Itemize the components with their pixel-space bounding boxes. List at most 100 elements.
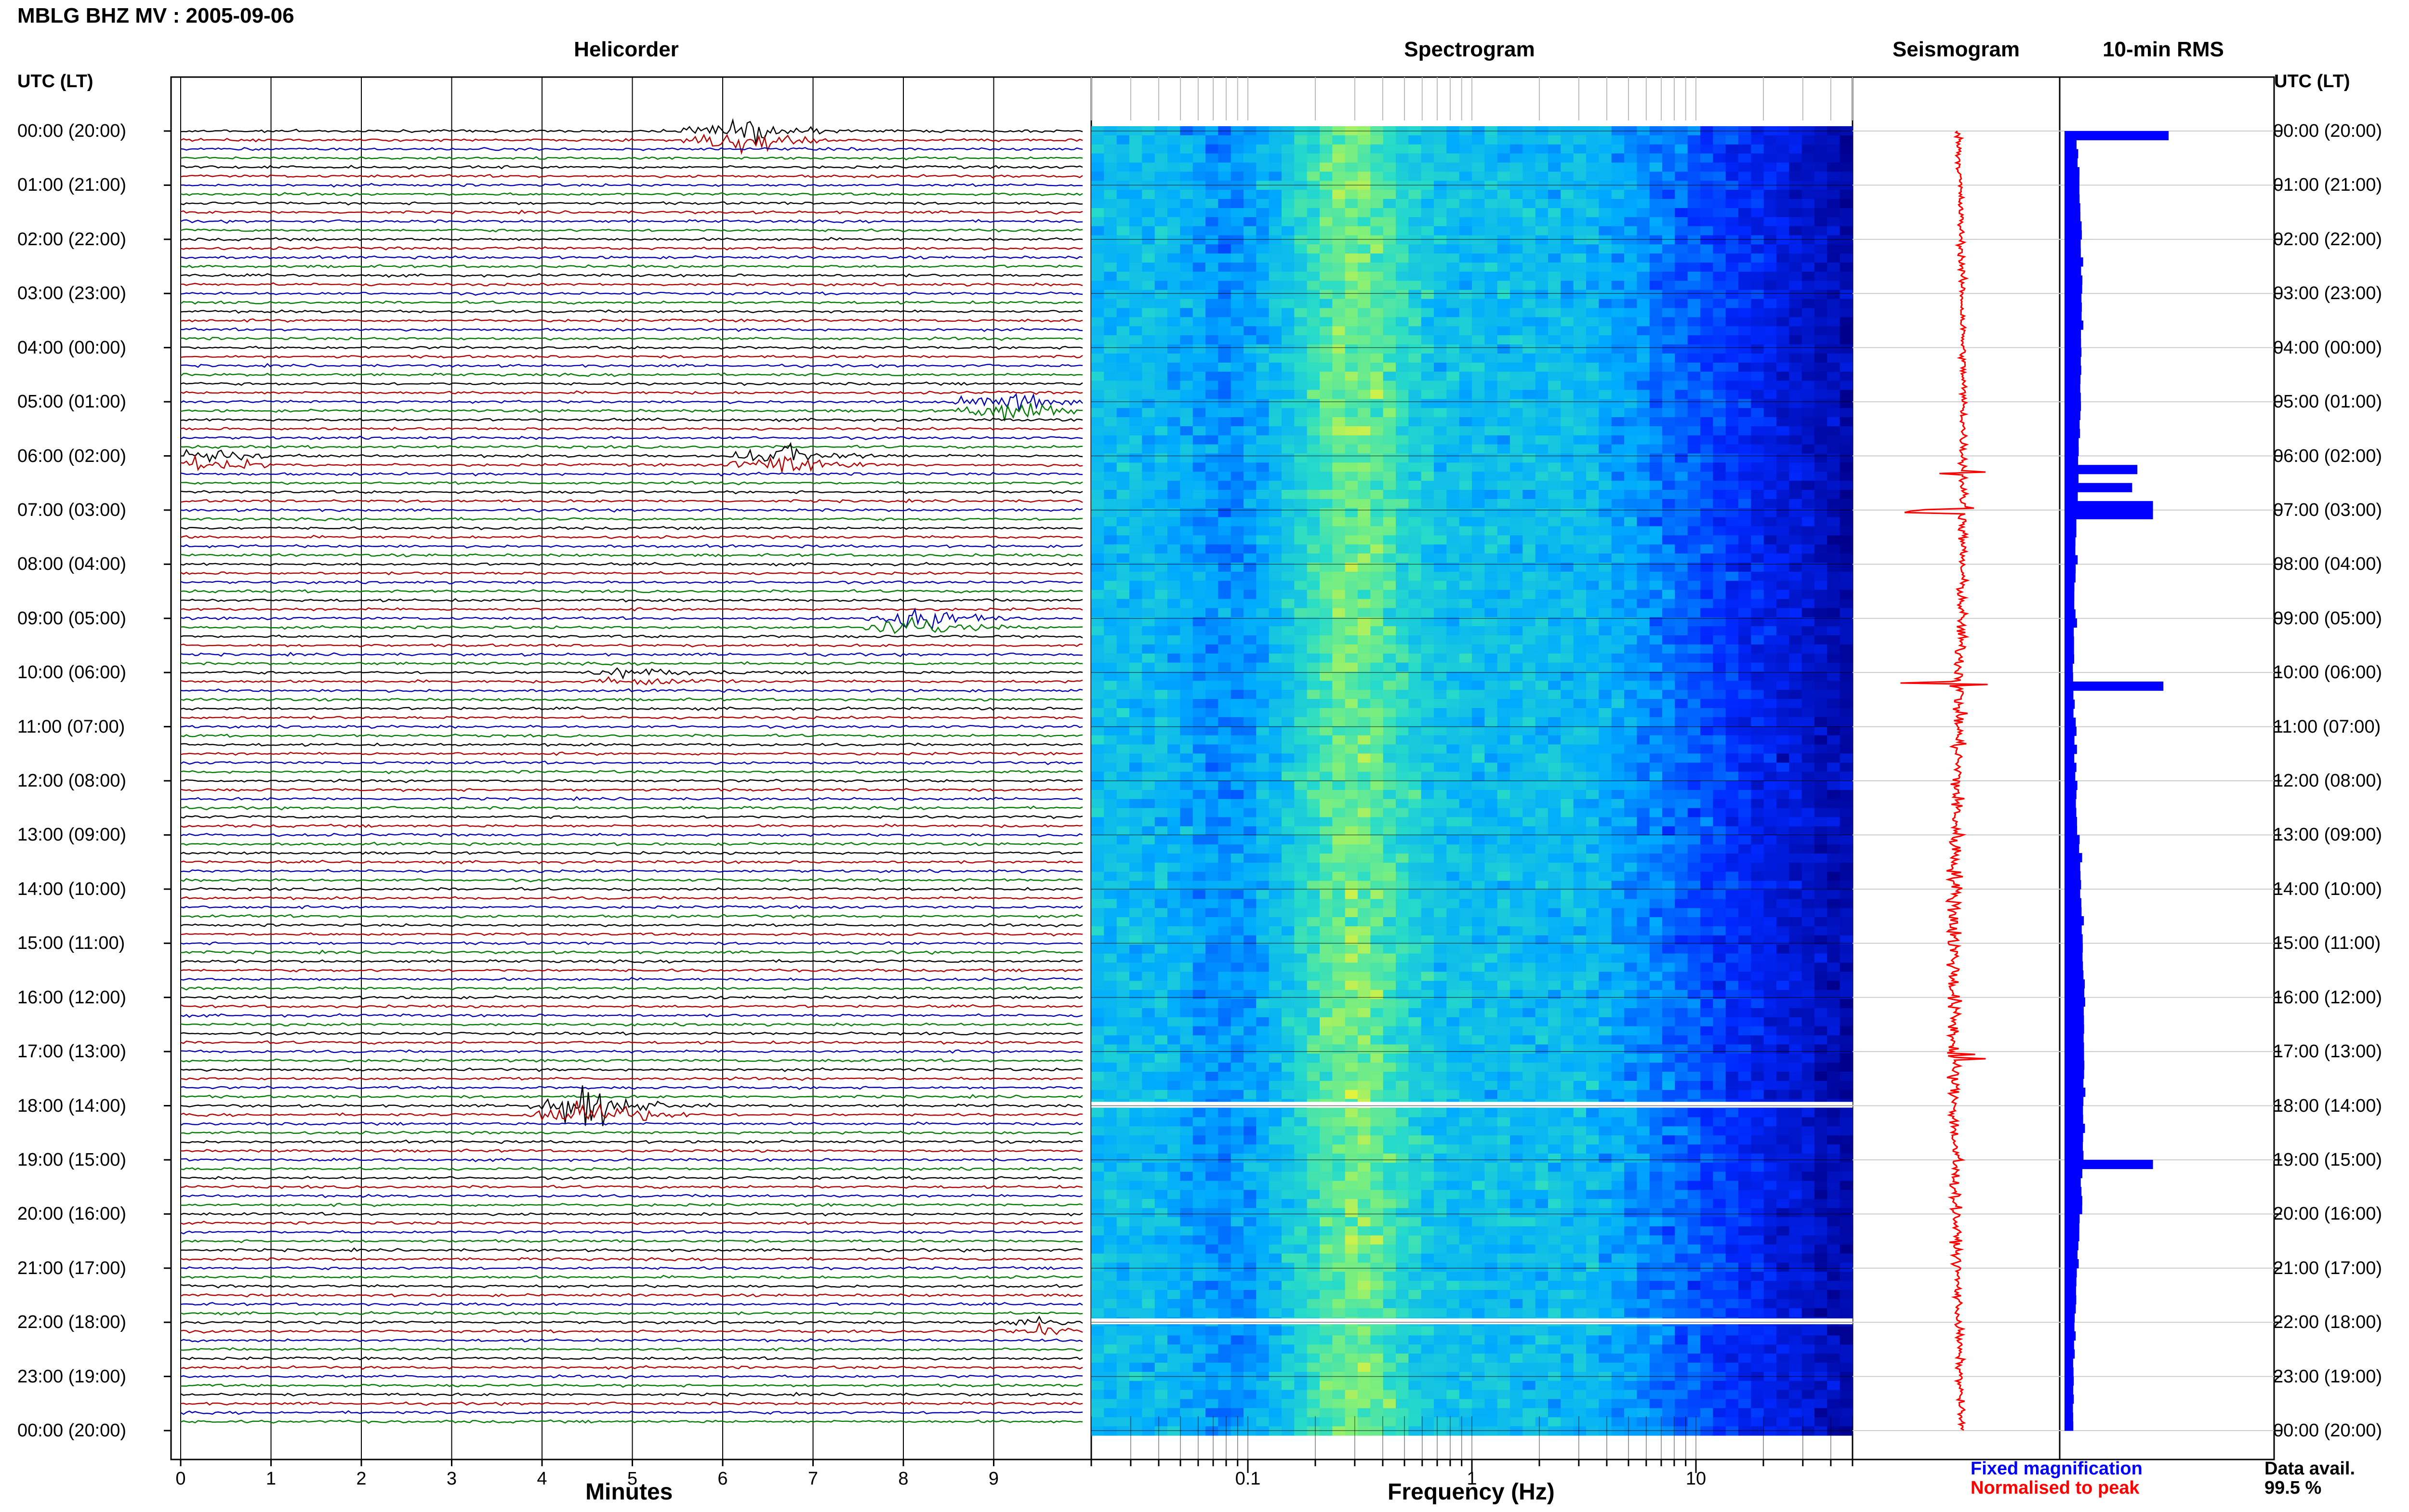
helicorder-trace	[180, 1247, 1083, 1253]
spectrogram-cell	[1535, 235, 1549, 245]
spectrogram-cell	[1408, 326, 1422, 336]
spectrogram-cell	[1675, 263, 1688, 272]
spectrogram-cell	[1370, 553, 1384, 563]
spectrogram-cell	[1763, 153, 1777, 163]
spectrogram-cell	[1573, 535, 1587, 545]
spectrogram-cell	[1801, 490, 1815, 500]
spectrogram-cell	[1154, 217, 1168, 227]
spectrogram-cell	[1383, 244, 1396, 254]
spectrogram-cell	[1396, 199, 1409, 209]
spectrogram-cell	[1421, 517, 1434, 527]
spectrogram-cell	[1561, 699, 1574, 709]
spectrogram-cell	[1713, 135, 1726, 145]
spectrogram-cell	[1091, 426, 1104, 436]
spectrogram-cell	[1548, 781, 1561, 790]
spectrogram-cell	[1231, 635, 1244, 645]
spectrogram-cell	[1421, 253, 1434, 263]
spectrogram-cell	[1192, 699, 1206, 709]
spectrogram-cell	[1167, 699, 1180, 709]
spectrogram-cell	[1104, 244, 1117, 254]
spectrogram-cell	[1522, 753, 1536, 763]
spectrogram-cell	[1675, 726, 1688, 736]
spectrogram-cell	[1116, 653, 1130, 663]
spectrogram-cell	[1611, 153, 1625, 163]
spectrogram-cell	[1700, 526, 1713, 536]
spectrogram-cell	[1535, 699, 1549, 709]
spectrogram-cell	[1282, 462, 1295, 472]
spectrogram-cell	[1282, 599, 1295, 608]
helicorder-trace	[180, 1049, 1083, 1054]
spectrogram-cell	[1763, 617, 1777, 627]
spectrogram-cell	[1294, 144, 1308, 154]
spectrogram-cell	[1700, 171, 1713, 181]
spectrogram-cell	[1713, 744, 1726, 754]
spectrogram-cell	[1167, 235, 1180, 245]
spectrogram-cell	[1434, 399, 1447, 408]
spectrogram-cell	[1535, 244, 1549, 254]
spectrogram-cell	[1383, 526, 1396, 536]
spectrogram-cell	[1700, 563, 1713, 572]
spectrogram-cell	[1611, 462, 1625, 472]
spectrogram-cell	[1535, 580, 1549, 591]
spectrogram-cell	[1192, 580, 1206, 591]
spectrogram-cell	[1218, 199, 1231, 209]
spectrogram-cell	[1129, 735, 1142, 745]
spectrogram-cell	[1244, 690, 1257, 699]
spectrogram-cell	[1814, 462, 1827, 472]
spectrogram-cell	[1434, 835, 1447, 845]
spectrogram-cell	[1345, 590, 1358, 600]
spectrogram-cell	[1154, 135, 1168, 145]
spectrogram-cell	[1345, 690, 1358, 699]
helicorder-trace	[180, 1365, 1083, 1370]
spectrogram-cell	[1484, 135, 1498, 145]
spectrogram-cell	[1510, 563, 1523, 572]
spectrogram-cell	[1573, 526, 1587, 536]
spectrogram-cell	[1522, 553, 1536, 563]
spectrogram-cell	[1408, 299, 1422, 309]
spectrogram-cell	[1751, 590, 1764, 600]
spectrogram-cell	[1383, 208, 1396, 218]
spectrogram-cell	[1358, 808, 1371, 818]
spectrogram-cell	[1687, 817, 1701, 827]
spectrogram-cell	[1561, 535, 1574, 545]
spectrogram-cell	[1637, 408, 1650, 418]
spectrogram-cell	[1104, 462, 1117, 472]
spectrogram-cell	[1091, 444, 1104, 454]
spectrogram-cell	[1776, 744, 1789, 754]
spectrogram-cell	[1738, 735, 1751, 745]
spectrogram-cell	[1231, 235, 1244, 245]
spectrogram-cell	[1662, 162, 1675, 172]
spectrogram-cell	[1142, 563, 1155, 572]
spectrogram-cell	[1180, 208, 1193, 218]
spectrogram-cell	[1497, 817, 1510, 827]
spectrogram-cell	[1180, 453, 1193, 463]
spectrogram-cell	[1814, 490, 1827, 500]
spectrogram-cell	[1205, 472, 1218, 481]
spectrogram-cell	[1446, 563, 1460, 572]
spectrogram-cell	[1408, 244, 1422, 254]
spectrogram-cell	[1129, 153, 1142, 163]
spectrogram-cell	[1231, 490, 1244, 500]
spectrogram-cell	[1510, 171, 1523, 181]
spectrogram-cell	[1472, 390, 1485, 399]
spectrogram-cell	[1358, 272, 1371, 281]
spectrogram-cell	[1320, 317, 1333, 327]
spectrogram-cell	[1396, 662, 1409, 672]
spectrogram-cell	[1522, 662, 1536, 672]
spectrogram-cell	[1256, 371, 1270, 381]
spectrogram-cell	[1548, 326, 1561, 336]
spectrogram-cell	[1497, 508, 1510, 518]
spectrogram-cell	[1725, 444, 1739, 454]
spectrogram-cell	[1192, 226, 1206, 236]
spectrogram-cell	[1472, 608, 1485, 618]
spectrogram-cell	[1396, 362, 1409, 372]
spectrogram-cell	[1256, 426, 1270, 436]
spectrogram-cell	[1408, 563, 1422, 572]
spectrogram-cell	[1396, 472, 1409, 481]
spectrogram-cell	[1751, 726, 1764, 736]
spectrogram-cell	[1307, 835, 1320, 845]
spectrogram-cell	[1738, 472, 1751, 481]
spectrogram-cell	[1624, 617, 1637, 627]
spectrogram-cell	[1345, 263, 1358, 272]
spectrogram-cell	[1776, 590, 1789, 600]
